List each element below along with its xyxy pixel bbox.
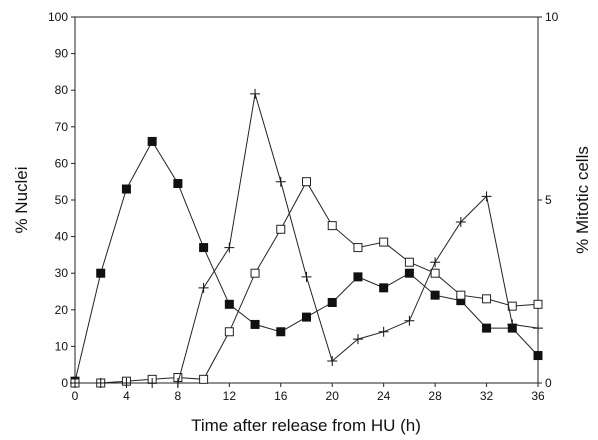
y-tick-label: 30 <box>55 266 69 280</box>
y2-tick-label: 5 <box>545 193 552 207</box>
data-point <box>302 312 311 322</box>
y-tick-label: 90 <box>55 47 69 61</box>
data-point <box>404 268 414 278</box>
data-point <box>379 283 389 293</box>
y-axis-right-title: % Mitotic cells <box>573 146 592 254</box>
data-point <box>353 243 363 253</box>
data-point <box>96 268 106 278</box>
data-point <box>199 243 209 253</box>
data-point <box>482 294 492 304</box>
data-point <box>379 237 389 247</box>
y2-tick-label: 0 <box>545 376 552 390</box>
data-point <box>404 257 414 267</box>
data-point <box>327 356 338 367</box>
data-point <box>456 290 466 300</box>
data-point <box>430 268 440 278</box>
y-tick-label: 10 <box>55 339 69 353</box>
y-tick-label: 70 <box>55 120 69 134</box>
data-point <box>533 299 543 309</box>
data-point <box>199 374 209 384</box>
y-tick-label: 20 <box>55 303 69 317</box>
series-layer <box>70 88 543 388</box>
data-point <box>173 179 183 189</box>
data-point <box>352 334 363 345</box>
data-point <box>302 177 311 187</box>
x-tick-label: 8 <box>175 389 182 403</box>
y-axis-left-title: % Nuclei <box>12 166 31 233</box>
data-point <box>198 282 209 293</box>
y-tick-label: 100 <box>48 10 68 24</box>
x-tick-label: 12 <box>223 389 237 403</box>
data-point <box>455 216 466 227</box>
series-filled-square <box>70 136 543 386</box>
data-point <box>481 191 492 202</box>
data-point <box>276 224 286 234</box>
y-tick-label: 0 <box>61 376 68 390</box>
data-point <box>224 327 234 337</box>
data-point <box>327 297 337 307</box>
data-point <box>250 268 260 278</box>
x-tick-label: 20 <box>326 389 340 403</box>
data-point <box>378 326 389 337</box>
data-point <box>172 378 183 388</box>
data-point <box>121 378 132 388</box>
x-tick-label: 32 <box>480 389 494 403</box>
data-point <box>224 242 235 253</box>
y-tick-label: 40 <box>55 230 69 244</box>
data-point <box>533 351 543 361</box>
data-point <box>430 290 440 300</box>
y-tick-label: 50 <box>55 193 69 207</box>
x-tick-label: 4 <box>123 389 130 403</box>
data-point <box>507 319 518 330</box>
y2-tick-label: 10 <box>545 10 559 24</box>
series-line <box>75 180 539 384</box>
x-tick-label: 36 <box>531 389 545 403</box>
data-point <box>250 88 261 99</box>
data-point <box>95 378 106 388</box>
data-point <box>482 323 492 333</box>
data-point <box>353 272 363 282</box>
data-point <box>250 319 260 329</box>
y-axis-right: 0 5 10 <box>538 10 559 390</box>
x-tick-label: 0 <box>72 389 79 403</box>
data-point <box>404 315 415 326</box>
series-line <box>75 93 539 384</box>
x-tick-label: 16 <box>274 389 288 403</box>
y-tick-label: 80 <box>55 83 69 97</box>
series-plus <box>70 88 543 388</box>
data-point <box>301 271 312 282</box>
y-tick-label: 60 <box>55 156 69 170</box>
data-point <box>533 323 543 334</box>
plot-frame <box>74 16 539 384</box>
x-axis: 0 4 8 12 16 20 24 28 32 36 <box>72 383 545 403</box>
data-point <box>70 378 80 388</box>
x-axis-title: Time after release from HU (h) <box>191 416 421 435</box>
y-axis-left: 0 10 20 30 40 50 60 70 80 90 100 <box>48 10 75 390</box>
plot-area <box>74 16 539 384</box>
data-point <box>121 184 131 194</box>
series-open-square <box>70 177 543 388</box>
data-point <box>275 176 286 187</box>
data-point <box>276 327 286 337</box>
x-tick-label: 24 <box>377 389 391 403</box>
data-point <box>224 299 234 309</box>
data-point <box>327 221 337 231</box>
x-tick-label: 28 <box>428 389 442 403</box>
data-point <box>430 257 441 268</box>
data-point <box>147 378 158 388</box>
data-point <box>147 136 157 146</box>
